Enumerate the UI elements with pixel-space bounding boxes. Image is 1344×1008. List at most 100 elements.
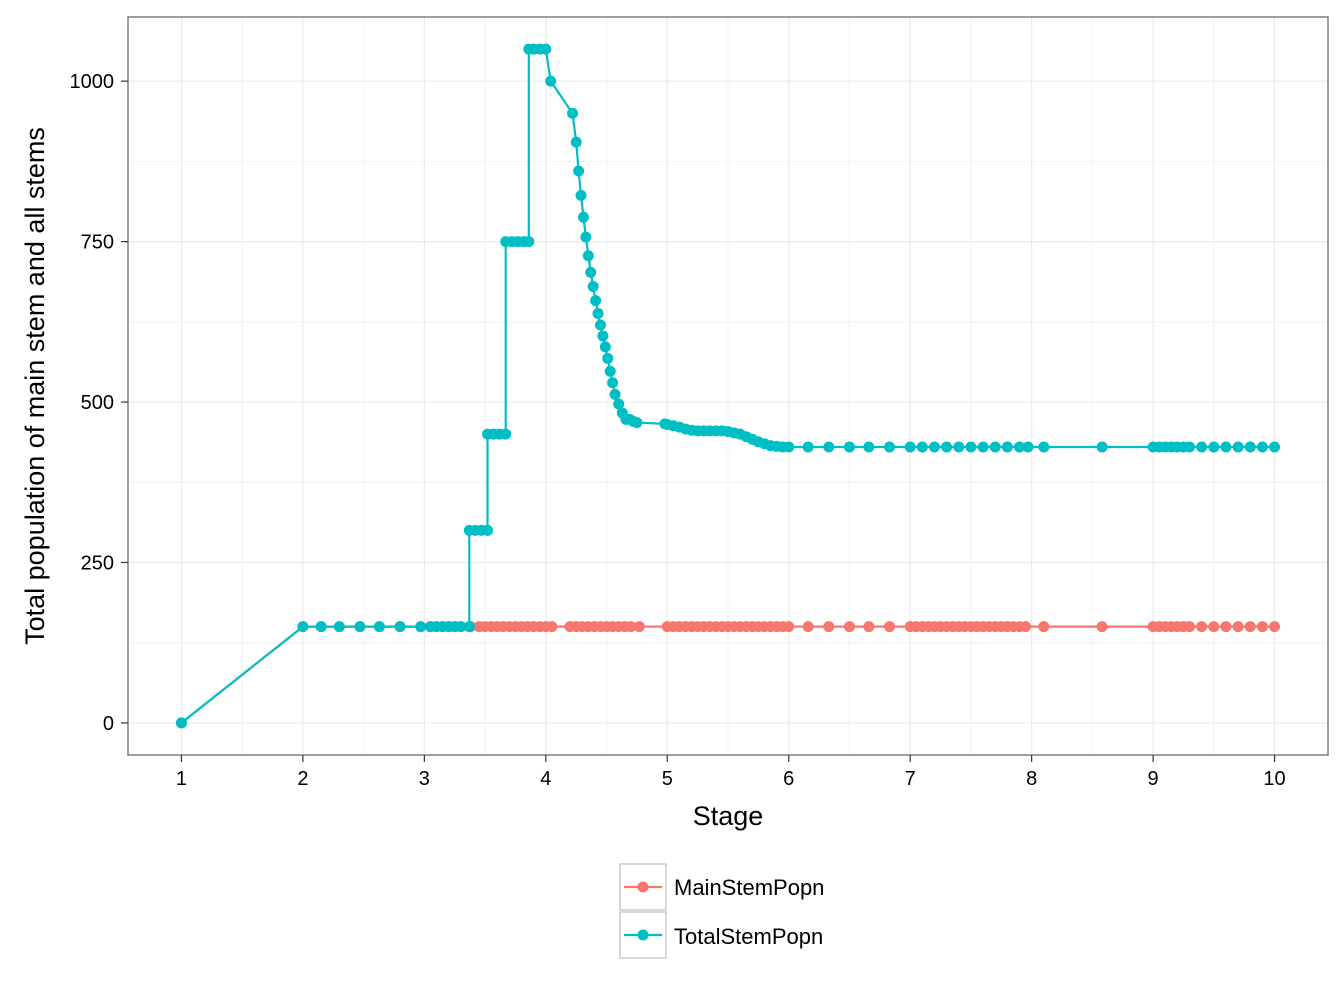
- point-TotalStemPopn: [1256, 441, 1268, 453]
- x-axis: 1 2 3 4 5 6 7 8 9 10: [176, 755, 1286, 790]
- point-TotalStemPopn: [1001, 441, 1013, 453]
- point-TotalStemPopn: [607, 377, 619, 389]
- point-TotalStemPopn: [482, 524, 494, 536]
- point-TotalStemPopn: [783, 441, 795, 453]
- point-TotalStemPopn: [523, 236, 535, 248]
- point-TotalStemPopn: [463, 621, 475, 633]
- point-TotalStemPopn: [415, 621, 427, 633]
- point-TotalStemPopn: [590, 295, 602, 307]
- point-TotalStemPopn: [570, 136, 582, 148]
- legend-key-point-mainstem: [637, 881, 649, 893]
- point-TotalStemPopn: [573, 165, 585, 177]
- point-TotalStemPopn: [823, 441, 835, 453]
- point-TotalStemPopn: [631, 417, 643, 429]
- point-MainStemPopn: [823, 621, 835, 633]
- point-TotalStemPopn: [613, 398, 625, 410]
- point-TotalStemPopn: [609, 388, 621, 400]
- point-TotalStemPopn: [965, 441, 977, 453]
- series-points: [175, 43, 1281, 729]
- point-TotalStemPopn: [843, 441, 855, 453]
- x-tick-label: 5: [662, 768, 673, 790]
- point-MainStemPopn: [1256, 621, 1268, 633]
- point-TotalStemPopn: [904, 441, 916, 453]
- point-MainStemPopn: [1038, 621, 1050, 633]
- point-TotalStemPopn: [1208, 441, 1220, 453]
- point-MainStemPopn: [1232, 621, 1244, 633]
- point-MainStemPopn: [625, 621, 637, 633]
- point-TotalStemPopn: [354, 621, 366, 633]
- x-tick-label: 3: [419, 768, 430, 790]
- point-TotalStemPopn: [500, 428, 512, 440]
- point-TotalStemPopn: [602, 352, 614, 364]
- y-tick-label: 1000: [70, 71, 115, 93]
- point-TotalStemPopn: [1220, 441, 1232, 453]
- legend: MainStemPopn TotalStemPopn: [619, 863, 824, 959]
- point-TotalStemPopn: [916, 441, 928, 453]
- point-MainStemPopn: [884, 621, 896, 633]
- point-TotalStemPopn: [1184, 441, 1196, 453]
- x-tick-label: 10: [1263, 768, 1285, 790]
- point-TotalStemPopn: [863, 441, 875, 453]
- point-TotalStemPopn: [297, 621, 309, 633]
- y-axis: 0 250 500 750 1000: [70, 71, 128, 735]
- point-TotalStemPopn: [333, 621, 345, 633]
- point-TotalStemPopn: [585, 266, 597, 278]
- point-TotalStemPopn: [175, 717, 187, 729]
- point-TotalStemPopn: [599, 341, 611, 353]
- point-TotalStemPopn: [953, 441, 965, 453]
- legend-key-point-totalstem: [637, 929, 649, 941]
- y-tick-label: 0: [103, 713, 114, 735]
- x-tick-label: 8: [1026, 768, 1037, 790]
- point-TotalStemPopn: [1038, 441, 1050, 453]
- point-MainStemPopn: [1020, 621, 1032, 633]
- point-MainStemPopn: [843, 621, 855, 633]
- point-TotalStemPopn: [575, 189, 587, 201]
- point-TotalStemPopn: [941, 441, 953, 453]
- point-MainStemPopn: [633, 621, 645, 633]
- point-TotalStemPopn: [567, 107, 579, 119]
- x-tick-label: 6: [783, 768, 794, 790]
- point-TotalStemPopn: [577, 211, 589, 223]
- point-MainStemPopn: [1220, 621, 1232, 633]
- point-MainStemPopn: [1208, 621, 1220, 633]
- x-axis-title: Stage: [693, 801, 764, 831]
- x-tick-label: 7: [905, 768, 916, 790]
- y-tick-label: 500: [81, 392, 114, 414]
- point-TotalStemPopn: [373, 621, 385, 633]
- point-TotalStemPopn: [455, 621, 467, 633]
- point-TotalStemPopn: [802, 441, 814, 453]
- point-TotalStemPopn: [1244, 441, 1256, 453]
- point-TotalStemPopn: [315, 621, 327, 633]
- y-axis-title: Total population of main stem and all st…: [20, 127, 50, 645]
- point-TotalStemPopn: [597, 330, 609, 342]
- point-TotalStemPopn: [1014, 441, 1025, 453]
- x-tick-label: 2: [297, 768, 308, 790]
- point-TotalStemPopn: [1232, 441, 1244, 453]
- point-TotalStemPopn: [1096, 441, 1108, 453]
- point-TotalStemPopn: [1022, 441, 1034, 453]
- x-tick-label: 4: [540, 768, 551, 790]
- point-TotalStemPopn: [604, 365, 616, 377]
- legend-label-totalstem: TotalStemPopn: [674, 924, 823, 949]
- point-TotalStemPopn: [394, 621, 406, 633]
- point-TotalStemPopn: [594, 319, 606, 331]
- point-MainStemPopn: [1269, 621, 1281, 633]
- point-TotalStemPopn: [989, 441, 1001, 453]
- point-TotalStemPopn: [540, 43, 552, 55]
- point-TotalStemPopn: [1196, 441, 1208, 453]
- point-TotalStemPopn: [1269, 441, 1281, 453]
- point-MainStemPopn: [1196, 621, 1208, 633]
- panel-border: [127, 16, 1329, 756]
- point-TotalStemPopn: [545, 75, 557, 87]
- legend-label-mainstem: MainStemPopn: [674, 875, 824, 900]
- point-MainStemPopn: [863, 621, 875, 633]
- point-MainStemPopn: [1244, 621, 1256, 633]
- x-tick-label: 9: [1148, 768, 1159, 790]
- y-tick-label: 250: [81, 552, 114, 574]
- point-TotalStemPopn: [592, 307, 604, 319]
- point-TotalStemPopn: [884, 441, 896, 453]
- point-TotalStemPopn: [928, 441, 940, 453]
- x-tick-label: 1: [176, 768, 187, 790]
- y-tick-label: 750: [81, 232, 114, 254]
